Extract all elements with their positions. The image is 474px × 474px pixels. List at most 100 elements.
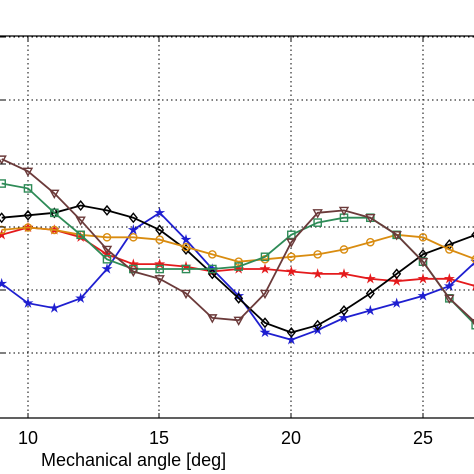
data-point — [22, 167, 34, 177]
data-point — [154, 275, 165, 285]
data-point — [22, 297, 34, 308]
series-line — [1, 226, 474, 263]
data-point — [312, 209, 323, 219]
series-6 — [0, 155, 474, 326]
data-point — [259, 326, 271, 338]
data-point — [444, 294, 455, 304]
data-point — [49, 189, 60, 199]
data-point — [470, 284, 474, 291]
data-point — [417, 273, 429, 284]
data-point — [418, 232, 428, 242]
data-point — [312, 268, 324, 279]
data-point — [234, 262, 243, 271]
data-point — [48, 302, 60, 313]
data-point — [207, 314, 218, 324]
data-point — [259, 263, 271, 274]
data-point — [50, 225, 59, 235]
data-point — [0, 229, 8, 240]
data-point — [101, 245, 113, 256]
data-point — [259, 289, 271, 300]
data-point — [392, 268, 402, 280]
data-point — [76, 230, 85, 240]
data-point — [417, 290, 429, 301]
x-tick-labels: 10 15 20 25 — [18, 428, 433, 448]
data-point — [287, 252, 296, 262]
data-point — [234, 292, 244, 304]
data-point — [286, 327, 296, 339]
data-point — [50, 208, 59, 218]
data-point — [313, 319, 323, 331]
data-point — [365, 214, 376, 224]
data-point — [233, 316, 244, 326]
data-point — [128, 267, 139, 278]
data-point — [75, 292, 87, 303]
x-tick-label: 25 — [413, 428, 433, 448]
data-point — [23, 223, 33, 232]
data-point — [364, 304, 376, 316]
data-point — [208, 264, 217, 274]
data-point — [23, 209, 33, 221]
data-point — [180, 233, 192, 245]
data-point — [0, 212, 7, 224]
data-point — [234, 257, 243, 266]
data-point — [313, 218, 322, 227]
series-line — [1, 204, 474, 334]
series-line — [1, 158, 474, 323]
data-point — [155, 224, 165, 236]
data-point — [365, 287, 375, 299]
data-point — [286, 238, 297, 248]
data-point — [0, 277, 8, 289]
x-tick-label: 10 — [18, 428, 38, 448]
data-point — [339, 305, 349, 317]
data-point — [181, 264, 191, 274]
data-point — [391, 231, 402, 241]
data-point — [338, 268, 350, 279]
data-point — [102, 204, 112, 216]
data-point — [285, 265, 297, 277]
series-line — [1, 182, 474, 325]
data-point — [471, 320, 474, 330]
data-point — [0, 179, 6, 188]
data-point — [154, 207, 166, 218]
series-4 — [0, 223, 474, 266]
data-point — [285, 334, 297, 345]
data-point — [445, 245, 454, 254]
data-point — [417, 257, 429, 268]
data-point — [23, 184, 33, 193]
series-3 — [0, 200, 474, 339]
x-axis-label: Mechanical angle [deg] — [41, 450, 226, 470]
axes-frame — [0, 35, 474, 419]
data-point — [391, 297, 403, 308]
data-point — [338, 312, 350, 323]
data-point — [391, 275, 403, 286]
data-point — [443, 280, 455, 291]
grid-lines — [0, 36, 474, 418]
x-tick-label: 15 — [149, 428, 169, 448]
data-point — [181, 242, 191, 252]
data-point — [128, 212, 138, 224]
data-point — [260, 252, 270, 262]
data-point — [180, 289, 192, 300]
x-tick-label: 20 — [281, 428, 301, 448]
data-point — [127, 224, 139, 235]
data-point — [208, 250, 217, 259]
data-point — [364, 273, 376, 284]
data-point — [471, 231, 474, 239]
data-point — [155, 264, 164, 274]
data-point — [129, 232, 138, 242]
data-point — [101, 263, 113, 274]
data-point — [0, 155, 7, 165]
data-point — [339, 245, 349, 254]
data-point — [366, 237, 375, 247]
data-point — [102, 254, 112, 264]
data-point — [287, 230, 296, 240]
series-2 — [0, 207, 474, 345]
data-point — [102, 232, 112, 242]
data-point — [260, 317, 270, 329]
data-point — [313, 250, 322, 259]
series-5 — [0, 179, 474, 330]
data-point — [155, 235, 164, 245]
data-point — [76, 200, 86, 212]
data-point — [75, 216, 86, 226]
